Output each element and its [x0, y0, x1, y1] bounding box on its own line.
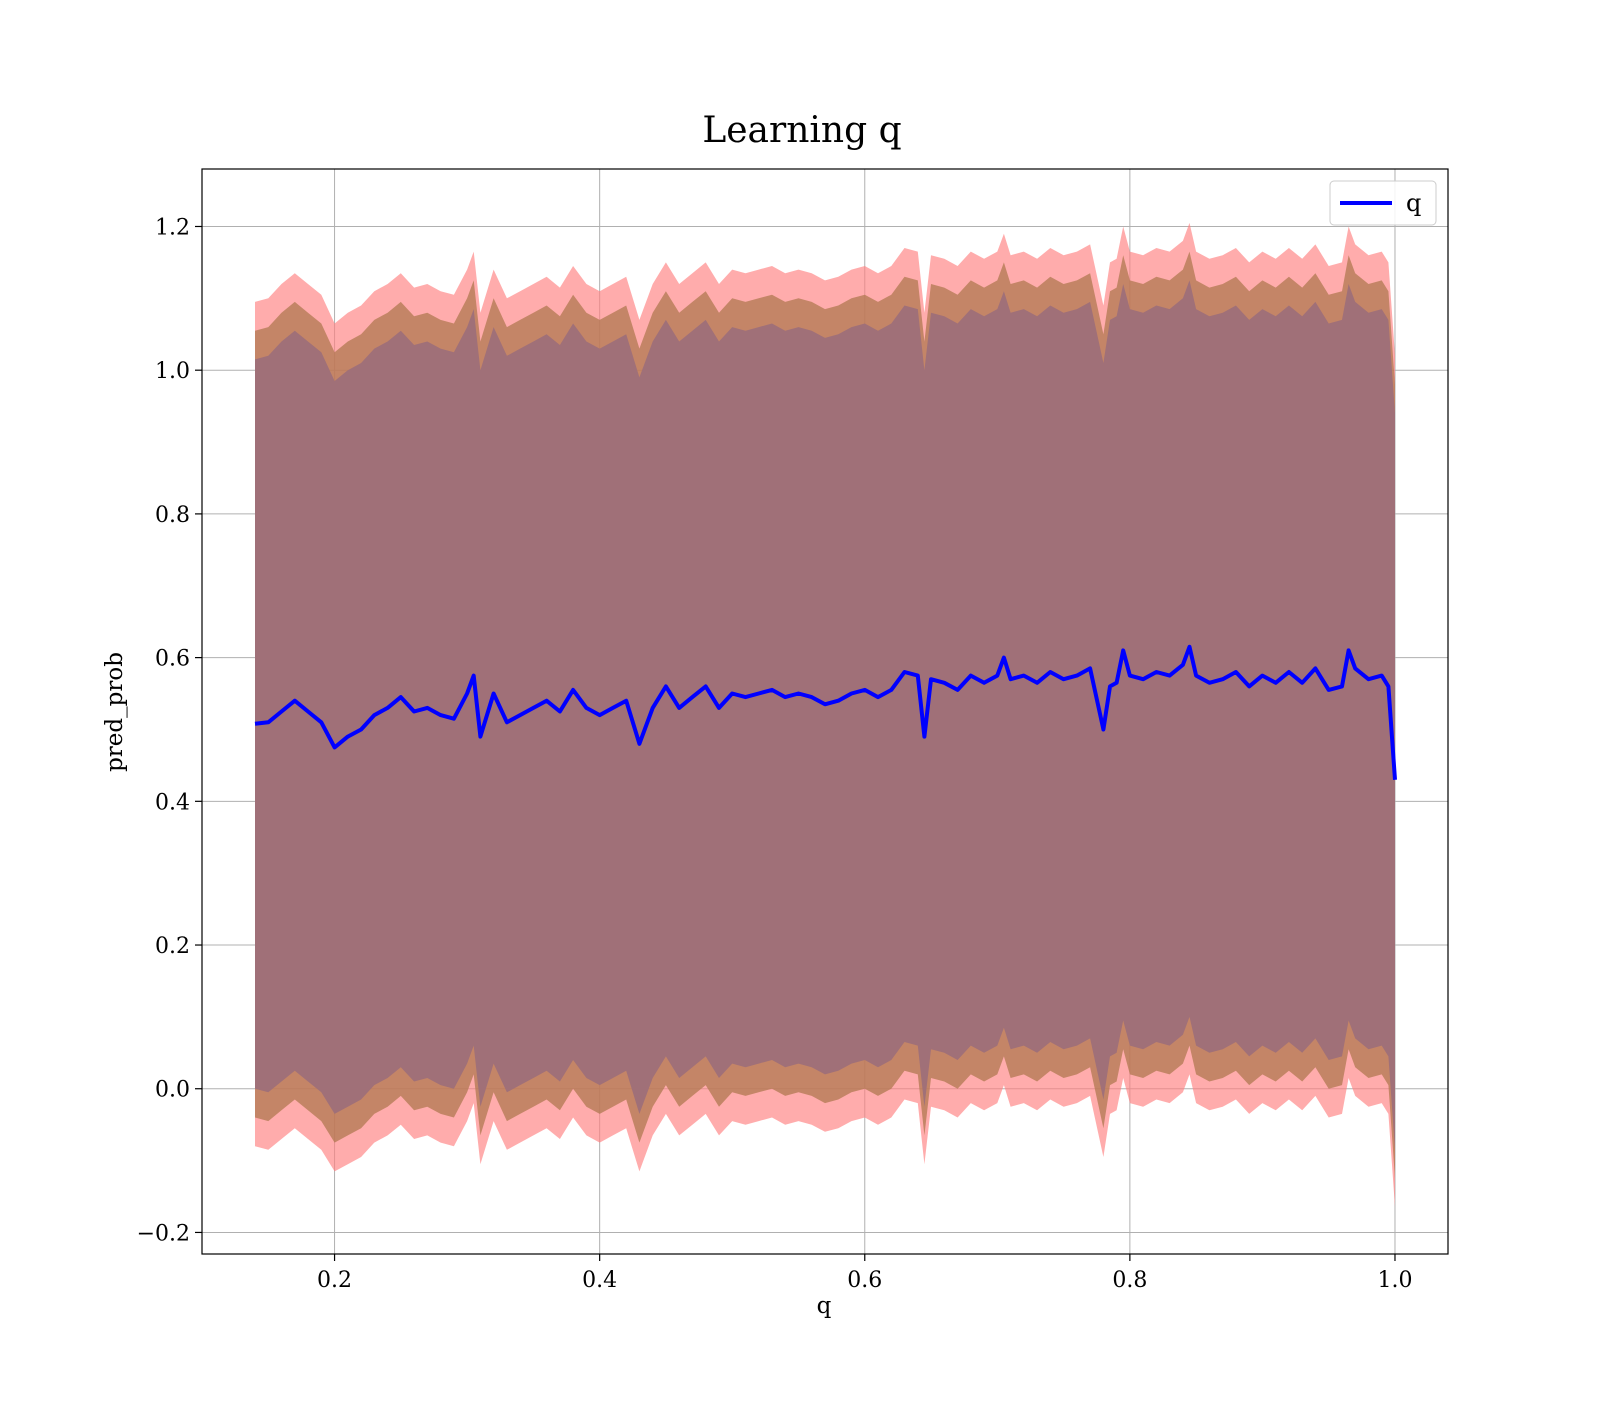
x-tick-label: 0.8 [1112, 1268, 1147, 1293]
series-line-q [254, 644, 1397, 780]
x-tick-label: 0.6 [847, 1268, 882, 1293]
legend-label: q [1406, 189, 1421, 217]
y-tick-label: 0.4 [155, 790, 190, 815]
y-tick-label: 0.2 [155, 934, 190, 959]
confidence-band-3 [255, 280, 1395, 1150]
y-tick-label: 1.0 [155, 359, 190, 384]
legend: q [1329, 180, 1437, 226]
y-tick-label: −0.2 [137, 1221, 190, 1246]
x-tick-label: 0.4 [582, 1268, 617, 1293]
y-tick-label: 1.2 [155, 215, 190, 240]
x-axis-label: q [817, 1293, 832, 1319]
plot-area: 0.2 0.4 0.6 0.8 1.0 −0.2 0.0 0.2 0.4 0.6 0.8 1.0 1.2… [137, 168, 1449, 1293]
y-axis-label: pred_prob [102, 652, 128, 772]
y-tick-label: 0.8 [155, 503, 190, 528]
x-tick-label: 1.0 [1377, 1268, 1412, 1293]
axes-frame [201, 168, 1449, 1255]
y-tick-label: 0.6 [155, 647, 190, 672]
x-tick-label: 0.2 [317, 1268, 352, 1293]
y-tick-label: 0.0 [155, 1078, 190, 1103]
chart-title: Learning q [702, 110, 901, 151]
